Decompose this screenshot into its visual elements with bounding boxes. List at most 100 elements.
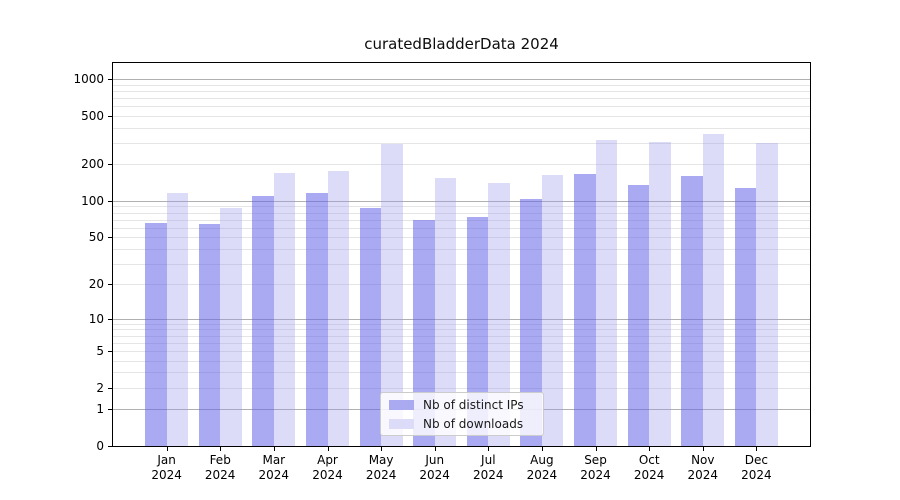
x-tick-label-jun: Jun [425, 453, 445, 467]
bar-downloads-apr [327, 171, 349, 446]
gridline-minor-80 [113, 212, 810, 214]
x-tick-year-mar: 2024 [258, 468, 290, 482]
gridline-minor-200 [113, 164, 810, 166]
gridline-minor-600 [113, 106, 810, 108]
gridline-minor-40 [113, 248, 810, 250]
gridline-minor-5 [113, 350, 810, 352]
gridline-minor-30 [113, 263, 810, 265]
gridline-major-10 [113, 318, 810, 320]
bar-downloads-jun [434, 177, 457, 446]
legend-label-downloads: Nb of downloads [423, 416, 524, 431]
x-tick-jun [434, 447, 436, 451]
bar-downloads-nov [702, 133, 725, 446]
x-tick-apr [327, 447, 329, 451]
x-tick-year-dec: 2024 [741, 468, 772, 482]
bar-distinct-ips-may [359, 207, 382, 446]
gridline-minor-70 [113, 219, 810, 221]
gridline-minor-3 [113, 372, 810, 374]
x-tick-label-jan: Jan [157, 453, 176, 467]
bar-distinct-ips-aug [520, 199, 542, 446]
gridline-minor-8 [113, 329, 810, 331]
gridline-minor-400 [113, 127, 810, 129]
y-tick-2 [108, 387, 112, 389]
x-tick-year-jan: 2024 [151, 468, 182, 482]
x-tick-year-oct: 2024 [633, 468, 665, 482]
x-tick-sep [595, 447, 597, 451]
bar-distinct-ips-feb [198, 224, 221, 446]
gridline-minor-700 [113, 98, 810, 99]
x-tick-year-jul: 2024 [473, 468, 504, 482]
bar-distinct-ips-apr [306, 192, 328, 446]
gridline-minor-90 [113, 206, 810, 208]
y-tick-50 [108, 237, 112, 239]
x-tick-mar [273, 447, 275, 451]
y-tick-label-10: 10 [88, 311, 104, 326]
x-tick-label-aug: Aug [530, 453, 554, 467]
x-tick-nov [702, 447, 704, 451]
bar-distinct-ips-oct [627, 185, 650, 446]
bar-downloads-jan [166, 192, 189, 446]
y-tick-label-50: 50 [88, 230, 104, 245]
gridline-minor-4 [113, 360, 810, 362]
bar-downloads-jul [488, 183, 510, 446]
x-tick-year-jun: 2024 [419, 468, 450, 482]
bar-downloads-dec [756, 142, 778, 446]
y-tick-100 [108, 200, 112, 202]
gridline-minor-50 [113, 237, 810, 239]
y-tick-label-20: 20 [88, 277, 104, 292]
legend-label-distinct-ips: Nb of distinct IPs [423, 397, 524, 412]
y-tick-0 [108, 446, 112, 447]
x-tick-jan [166, 447, 168, 451]
x-tick-aug [541, 447, 543, 451]
y-tick-label-1000: 1000 [73, 72, 104, 87]
gridline-minor-9 [113, 323, 810, 325]
x-tick-year-apr: 2024 [312, 468, 343, 482]
bar-downloads-sep [595, 139, 617, 446]
x-tick-oct [649, 447, 651, 451]
x-tick-jul [488, 447, 490, 451]
legend: Nb of distinct IPs Nb of downloads [380, 392, 544, 436]
x-tick-feb [220, 447, 222, 451]
y-tick-1000 [108, 79, 112, 81]
y-tick-label-1: 1 [96, 402, 104, 417]
y-tick-500 [108, 115, 112, 117]
gridline-minor-60 [113, 227, 810, 229]
bar-distinct-ips-jun [413, 219, 435, 446]
gridline-minor-7 [113, 335, 810, 337]
x-tick-year-sep: 2024 [580, 468, 611, 482]
bar-distinct-ips-nov [681, 176, 703, 446]
x-tick-label-may: May [368, 453, 394, 467]
bar-distinct-ips-sep [574, 174, 596, 446]
x-tick-year-may: 2024 [365, 468, 397, 482]
gridline-minor-6 [113, 342, 810, 344]
y-tick-5 [108, 350, 112, 352]
x-tick-year-nov: 2024 [687, 468, 719, 482]
legend-swatch-downloads [389, 418, 414, 429]
bar-distinct-ips-mar [252, 195, 274, 446]
y-tick-label-0: 0 [96, 439, 104, 453]
y-tick-label-100: 100 [81, 193, 104, 208]
bar-distinct-ips-dec [734, 187, 757, 446]
y-tick-label-2: 2 [96, 380, 104, 395]
bar-distinct-ips-jan [145, 222, 167, 446]
gridline-major-100 [113, 200, 810, 202]
gridline-minor-300 [113, 142, 810, 144]
bar-downloads-feb [220, 208, 242, 446]
y-tick-label-200: 200 [81, 157, 104, 172]
bar-downloads-mar [273, 172, 296, 446]
y-tick-label-5: 5 [96, 343, 104, 358]
gridline-major-1000 [113, 79, 810, 81]
x-tick-year-aug: 2024 [526, 468, 558, 482]
x-tick-label-nov: Nov [691, 453, 715, 467]
gridline-minor-20 [113, 284, 810, 286]
gridline-minor-900 [113, 84, 810, 86]
x-tick-may [381, 447, 383, 451]
y-tick-10 [108, 318, 112, 320]
gridline-minor-2 [113, 387, 810, 389]
x-tick-label-jul: Jul [481, 453, 496, 467]
x-tick-label-oct: Oct [638, 453, 660, 467]
x-tick-label-dec: Dec [744, 453, 768, 467]
bar-distinct-ips-jul [466, 217, 489, 446]
y-tick-200 [108, 164, 112, 166]
